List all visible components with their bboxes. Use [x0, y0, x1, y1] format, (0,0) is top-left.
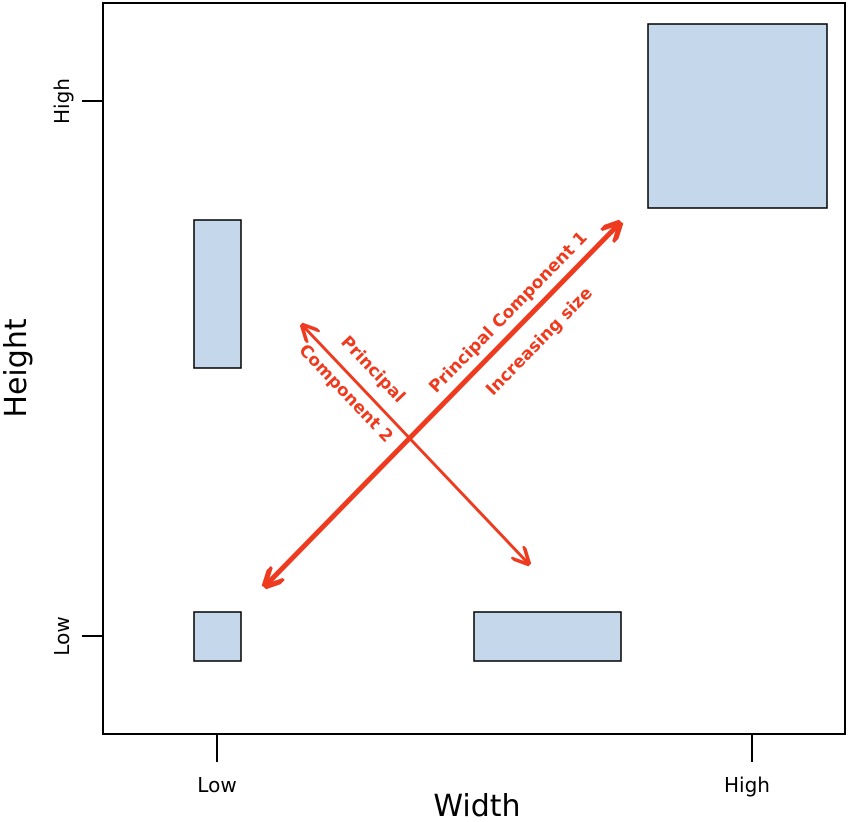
shape-low-width-low-height: [193, 611, 242, 662]
x-tick-label-high: High: [724, 773, 770, 797]
pc2-arrow: [305, 328, 526, 561]
y-tick-label-low: Low: [50, 616, 74, 655]
shape-high-width-low-height: [473, 611, 622, 662]
shape-high-width-high-height: [647, 23, 828, 209]
y-axis-title: Height: [0, 318, 34, 417]
x-axis-title: Width: [433, 789, 520, 822]
y-tick-label-high: High: [50, 78, 74, 124]
shape-low-width-high-height: [193, 219, 242, 369]
x-tick-label-low: Low: [197, 773, 236, 797]
